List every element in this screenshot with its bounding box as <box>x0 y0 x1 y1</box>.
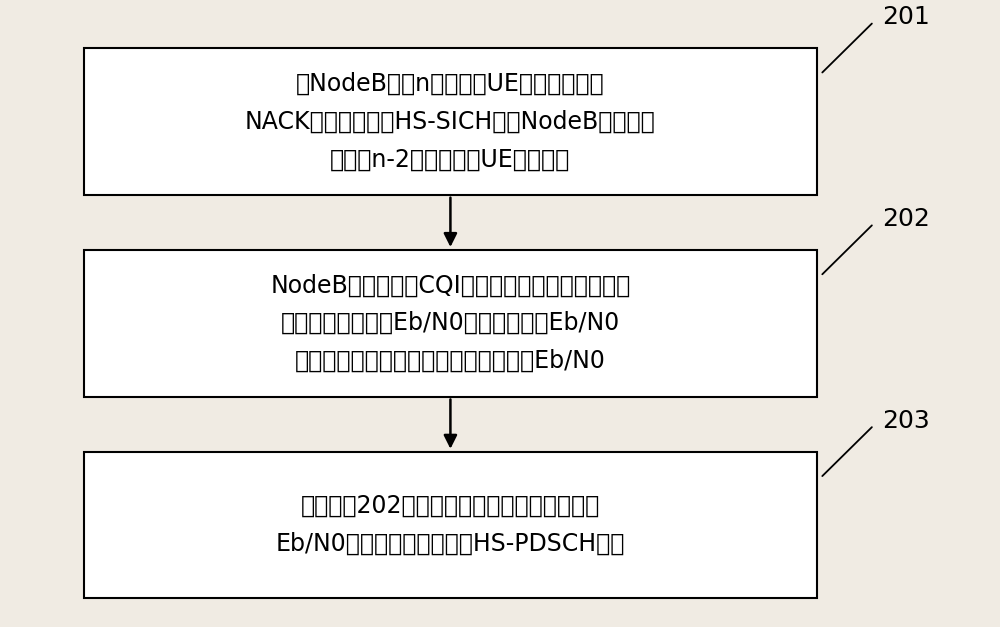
Text: 按照步骤202中计算得到每个信息比特需要的: 按照步骤202中计算得到每个信息比特需要的 <box>301 494 600 518</box>
Text: 作为重传数据块时每个信息比特需要的Eb/N0: 作为重传数据块时每个信息比特需要的Eb/N0 <box>295 349 606 373</box>
Text: 重传第n-2子帧发送给UE的数据块: 重传第n-2子帧发送给UE的数据块 <box>330 147 571 171</box>
Text: Eb/N0，为重传数据块分配HS-PDSCH资源: Eb/N0，为重传数据块分配HS-PDSCH资源 <box>276 532 625 556</box>
Text: 当NodeB在第n子帧接收UE发送的携带有: 当NodeB在第n子帧接收UE发送的携带有 <box>296 71 605 95</box>
FancyBboxPatch shape <box>84 451 817 598</box>
Text: 个信息比特的期望Eb/N0，并将该期望Eb/N0: 个信息比特的期望Eb/N0，并将该期望Eb/N0 <box>281 311 620 335</box>
Text: 202: 202 <box>882 208 930 231</box>
Text: 201: 201 <box>882 6 930 29</box>
Text: NodeB利用接收的CQI信息计算当前无线信道下每: NodeB利用接收的CQI信息计算当前无线信道下每 <box>270 273 631 297</box>
Text: 203: 203 <box>882 409 930 433</box>
FancyBboxPatch shape <box>84 48 817 195</box>
Text: NACK比特的调度的HS-SICH时，NodeB确定需要: NACK比特的调度的HS-SICH时，NodeB确定需要 <box>245 109 656 134</box>
FancyBboxPatch shape <box>84 250 817 397</box>
